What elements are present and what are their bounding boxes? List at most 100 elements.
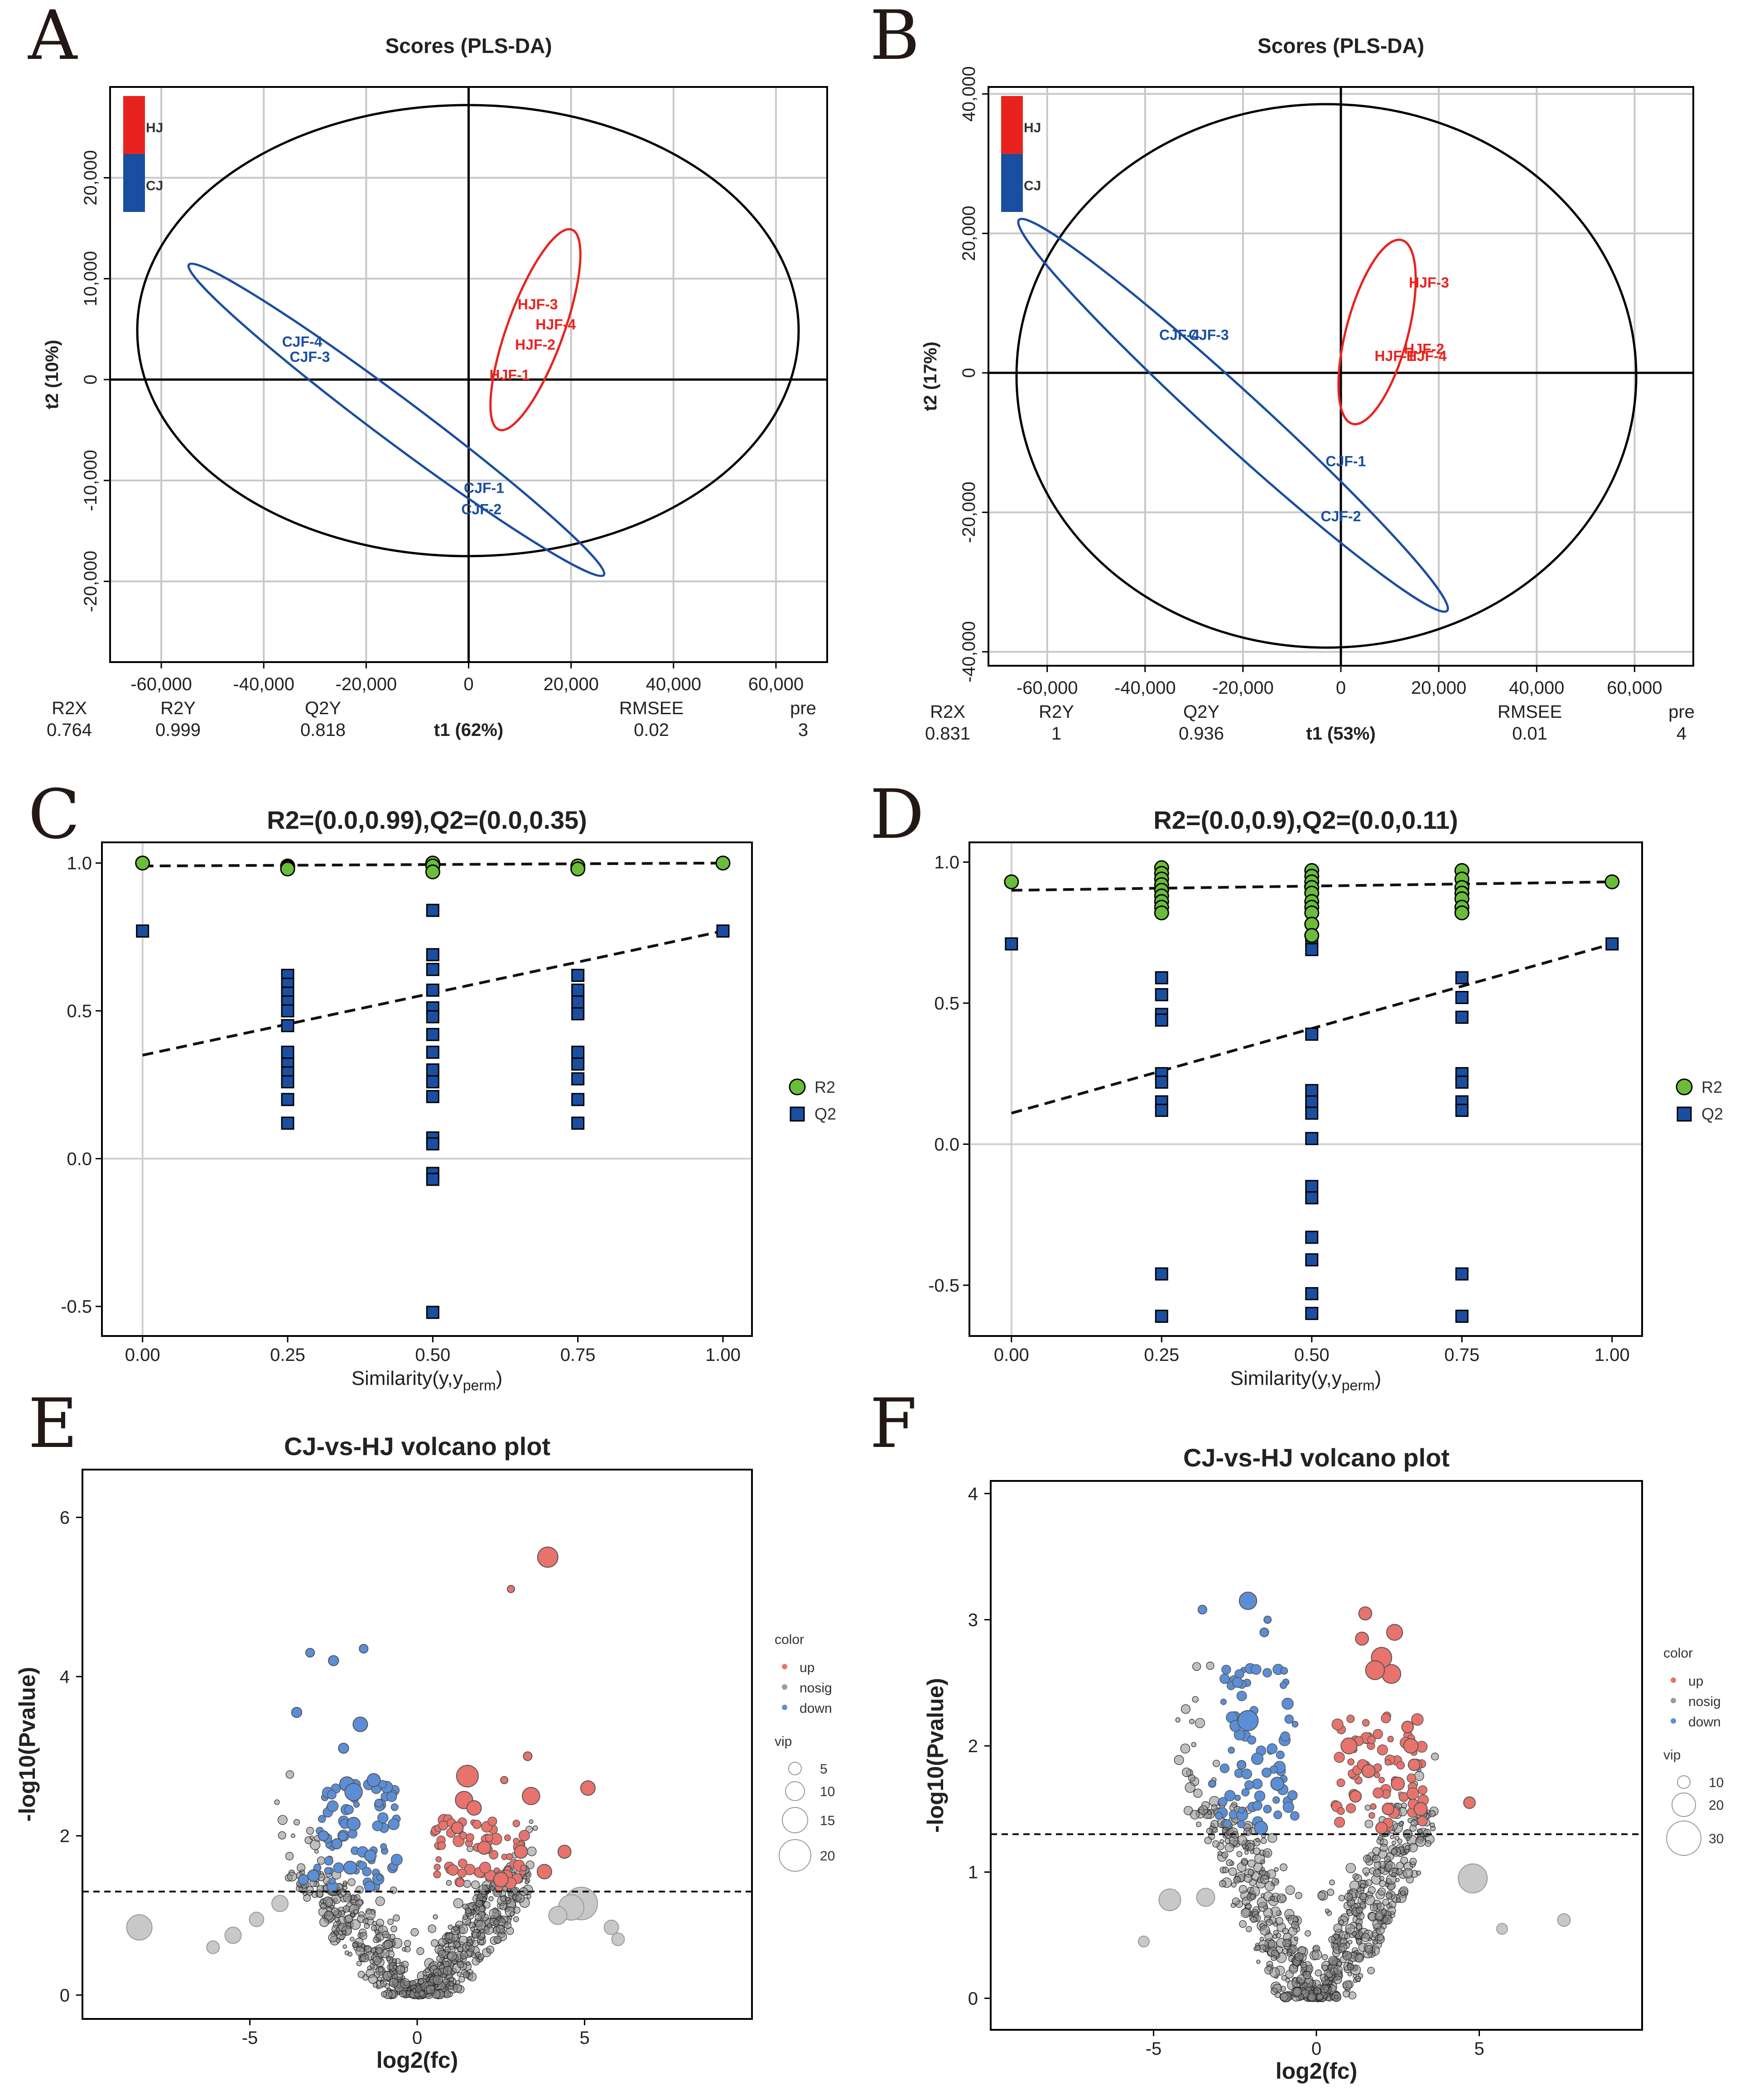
- nosig-point: [1375, 1912, 1383, 1921]
- plot-frame: [101, 841, 753, 1337]
- up-point: [438, 1820, 448, 1831]
- legend-vip-title: vip: [1663, 1748, 1681, 1763]
- nosig-point: [1174, 1755, 1184, 1765]
- nosig-point: [1158, 1889, 1181, 1912]
- nosig-point: [278, 1815, 288, 1825]
- nosig-point: [126, 1914, 153, 1941]
- nosig-point: [475, 1900, 483, 1908]
- up-point: [1340, 1737, 1358, 1754]
- up-point: [1413, 1802, 1428, 1816]
- legend-vip-label: 20: [1709, 1798, 1724, 1813]
- nosig-point: [1364, 1945, 1373, 1954]
- nosig-point: [359, 1932, 367, 1940]
- up-point: [500, 1776, 509, 1784]
- y-tick-label: 10,000: [81, 251, 101, 306]
- q2-point: [1305, 1191, 1319, 1205]
- nosig-point: [355, 1946, 365, 1956]
- down-point: [1267, 1743, 1278, 1754]
- q2-point: [571, 1093, 585, 1106]
- nosig-point: [390, 1886, 397, 1894]
- r2-point: [280, 861, 295, 877]
- nosig-point: [505, 1897, 510, 1902]
- q2-point: [716, 924, 730, 938]
- nosig-point: [457, 1972, 462, 1977]
- nosig-point: [350, 1919, 361, 1930]
- y-tick-label: 4: [60, 1667, 70, 1687]
- up-point: [1418, 1785, 1427, 1795]
- x-tick-label: 20,000: [1411, 678, 1466, 698]
- nosig-point: [1259, 1937, 1264, 1941]
- legend-swatch-cj: [123, 154, 145, 212]
- nosig-point: [1192, 1662, 1201, 1671]
- nosig-point: [1345, 1863, 1356, 1874]
- r2-regression-line: [142, 861, 723, 868]
- q2-point: [1155, 1013, 1168, 1027]
- up-point: [1334, 1752, 1345, 1763]
- group-ellipse-cj: [1017, 217, 1449, 613]
- q2-point: [1305, 1132, 1319, 1145]
- nosig-point: [1185, 1782, 1195, 1793]
- nosig-point: [1316, 1993, 1324, 2001]
- nosig-point: [354, 1894, 361, 1901]
- down-point: [347, 1816, 361, 1831]
- nosig-point: [294, 1819, 300, 1826]
- down-point: [1215, 1812, 1223, 1820]
- nosig-point: [1188, 1774, 1195, 1782]
- nosig-point: [1324, 1975, 1329, 1980]
- q2-point: [426, 1173, 439, 1186]
- legend-label-r2: R2: [814, 1078, 835, 1096]
- nosig-point: [1390, 1835, 1394, 1839]
- r2-point: [425, 864, 440, 879]
- down-point: [376, 1874, 383, 1881]
- down-point: [372, 1821, 383, 1831]
- nosig-point: [1361, 1933, 1370, 1942]
- up-point: [1358, 1606, 1373, 1620]
- y-tick-label: 40,000: [959, 66, 979, 121]
- nosig-point: [287, 1871, 297, 1882]
- legend-vip-key: [788, 1762, 802, 1775]
- up-point: [1384, 1759, 1391, 1766]
- x-tick-label: 60,000: [1607, 678, 1662, 698]
- down-point: [1219, 1673, 1230, 1684]
- up-point: [477, 1841, 492, 1855]
- nosig-point: [1256, 1960, 1261, 1964]
- nosig-point: [513, 1916, 519, 1922]
- q2-point: [571, 1072, 585, 1086]
- q2-point: [426, 1090, 439, 1103]
- nosig-point: [1190, 1810, 1200, 1820]
- nosig-point: [493, 1936, 502, 1944]
- legend-label-cj: CJ: [1024, 178, 1041, 193]
- group-ellipse-cj: [187, 262, 606, 577]
- q2-point: [1305, 1106, 1319, 1120]
- q2-point: [1305, 1028, 1319, 1041]
- nosig-point: [1363, 1855, 1371, 1863]
- nosig-point: [271, 1895, 289, 1913]
- sample-label: HJF-3: [1409, 274, 1449, 291]
- up-point: [1391, 1777, 1405, 1791]
- down-point: [390, 1854, 403, 1866]
- y-tick-label: 0.5: [67, 1001, 92, 1021]
- up-point: [1334, 1816, 1345, 1828]
- nosig-point: [375, 1929, 380, 1935]
- nosig-point: [1274, 1867, 1279, 1872]
- legend-vip-key: [1672, 1792, 1696, 1817]
- legend-color-label: down: [800, 1701, 832, 1716]
- down-point: [307, 1869, 320, 1882]
- x-tick-label: 5: [1474, 2039, 1484, 2059]
- stat-value: 0.936: [1179, 724, 1224, 744]
- nosig-point: [350, 1937, 355, 1941]
- down-point: [1282, 1697, 1294, 1710]
- y-tick-label: -20,000: [959, 481, 979, 543]
- nosig-point: [1329, 1879, 1335, 1885]
- y-tick-label: 1.0: [934, 853, 959, 873]
- x-axis-label: Similarity(y,yperm): [1230, 1367, 1382, 1394]
- chart-title: Scores (PLS-DA): [385, 34, 552, 58]
- nosig-point: [352, 1942, 358, 1948]
- up-point: [557, 1845, 572, 1859]
- legend-vip-key: [1666, 1821, 1701, 1856]
- stat-header: R2X: [930, 702, 965, 722]
- nosig-point: [471, 1952, 477, 1958]
- nosig-point: [1269, 1967, 1280, 1978]
- x-tick-label: 0.00: [994, 1345, 1029, 1365]
- nosig-point: [285, 1770, 294, 1779]
